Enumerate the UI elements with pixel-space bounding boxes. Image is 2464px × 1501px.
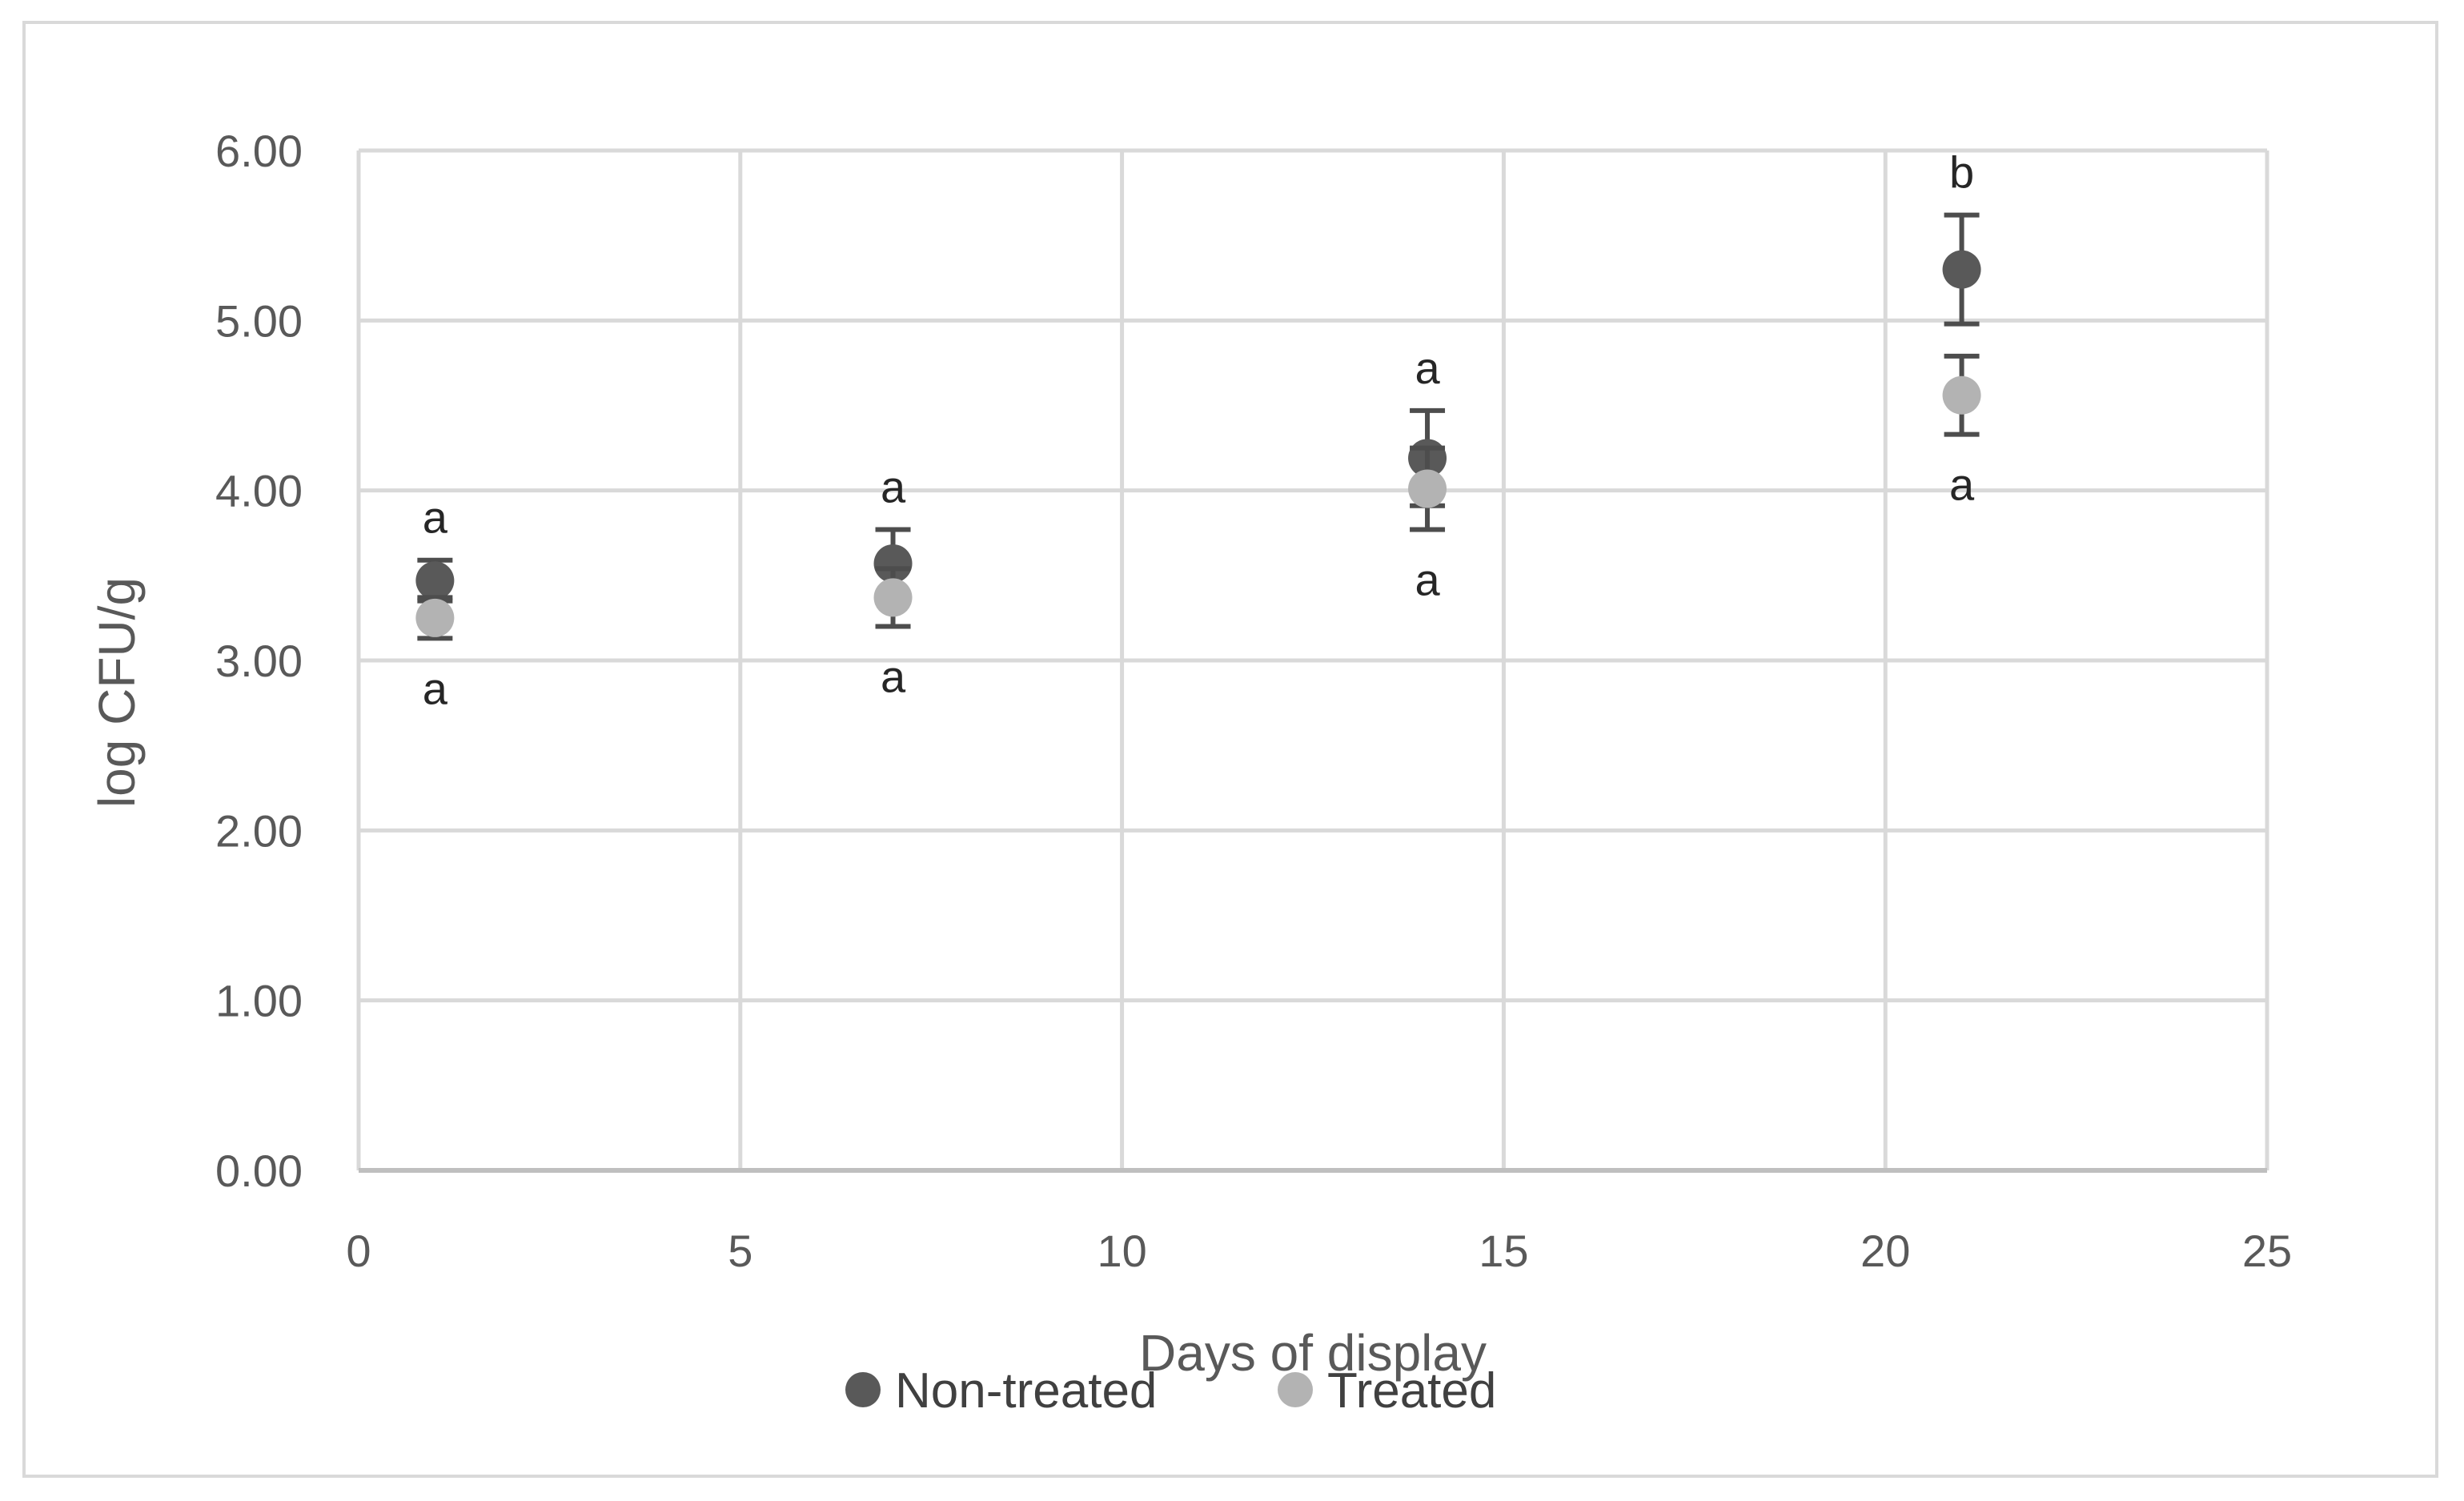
significance-letter-1-1: a <box>881 652 906 702</box>
point-1-2 <box>1408 469 1447 508</box>
series-1: a a a a <box>415 353 1981 713</box>
significance-letter-0-2: a <box>1415 343 1440 393</box>
significance-letter-1-2: a <box>1415 555 1440 605</box>
significance-letter-1-3: a <box>1949 460 1975 510</box>
point-0-3 <box>1942 250 1981 289</box>
x-tick-label-2: 10 <box>1097 1226 1146 1276</box>
axes: 0.00 1.00 2.00 3.00 4.00 5.00 6.00 0 5 10 15 20 25 <box>215 126 2292 1276</box>
x-tick-label-4: 20 <box>1860 1226 1910 1276</box>
point-1-3 <box>1942 375 1981 415</box>
significance-letter-0-0: a <box>423 492 448 543</box>
x-tick-label-0: 0 <box>346 1226 371 1276</box>
point-1-0 <box>415 598 455 637</box>
grid-lines <box>356 148 2269 1173</box>
legend: Non-treated Treated <box>845 1363 1496 1419</box>
series-0: a a a b <box>415 147 1981 604</box>
point-1-1 <box>873 578 913 617</box>
y-tick-label-5: 5.00 <box>215 295 303 346</box>
x-axis-title: Days of display <box>1139 1324 1487 1382</box>
data-points: a a a b a a a a <box>415 147 1981 713</box>
legend-label-0: Non-treated <box>895 1363 1157 1419</box>
legend-label-1: Treated <box>1327 1363 1496 1419</box>
y-axis-title: log CFU/g <box>88 577 146 808</box>
legend-marker-0 <box>845 1372 881 1407</box>
x-tick-label-5: 25 <box>2242 1226 2292 1276</box>
y-tick-label-0: 0.00 <box>215 1146 303 1196</box>
point-0-0 <box>415 561 455 600</box>
point-0-1 <box>873 544 913 583</box>
legend-marker-1 <box>1278 1372 1313 1407</box>
y-tick-label-6: 6.00 <box>215 126 303 176</box>
significance-letter-1-0: a <box>423 663 448 713</box>
x-tick-label-1: 5 <box>728 1226 752 1276</box>
y-tick-label-2: 2.00 <box>215 805 303 856</box>
chart-frame <box>22 21 2438 1478</box>
x-tick-label-3: 15 <box>1479 1226 1528 1276</box>
y-tick-label-3: 3.00 <box>215 636 303 686</box>
y-tick-label-4: 4.00 <box>215 466 303 516</box>
y-tick-label-1: 1.00 <box>215 976 303 1026</box>
significance-letter-0-1: a <box>881 462 906 512</box>
significance-letter-0-3: b <box>1949 147 1974 198</box>
